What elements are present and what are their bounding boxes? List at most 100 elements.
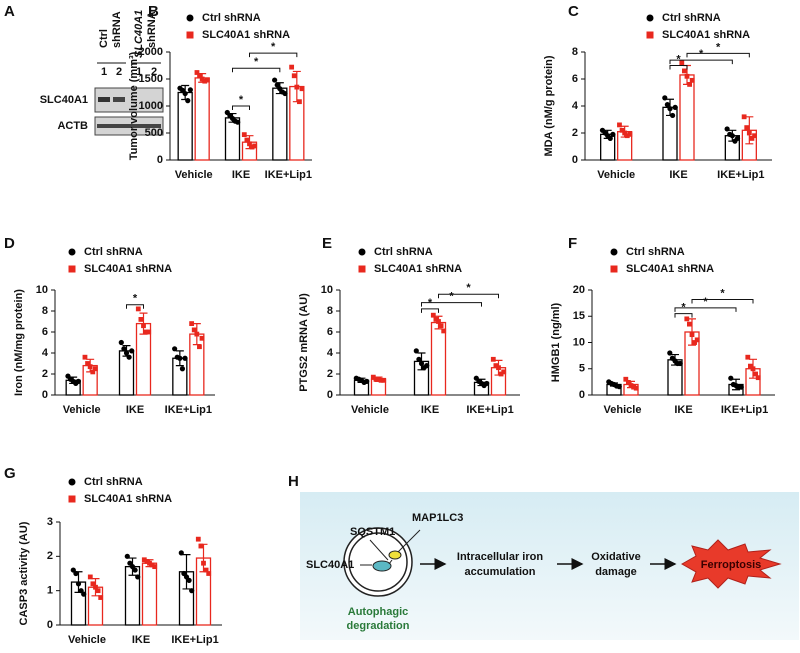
y-tick-label: 15 — [573, 310, 585, 322]
data-point — [297, 99, 302, 105]
blot-row-label: ACTB — [57, 120, 88, 132]
data-point — [93, 584, 98, 590]
x-tick-label: IKE+Lip1 — [721, 404, 768, 416]
significance-label: * — [716, 41, 721, 53]
data-point — [135, 306, 141, 312]
data-point — [755, 375, 761, 381]
diagram-label: damage — [595, 566, 637, 578]
significance-label: * — [466, 282, 471, 294]
data-point — [607, 135, 613, 141]
y-tick-label: 0 — [42, 389, 48, 401]
data-point — [185, 98, 191, 104]
data-point — [178, 550, 184, 556]
data-point — [195, 536, 201, 542]
y-tick-label: 4 — [327, 347, 334, 359]
data-point — [677, 360, 683, 367]
band — [113, 97, 125, 102]
diagram-label: accumulation — [465, 566, 536, 578]
data-point — [241, 132, 247, 138]
data-point — [189, 588, 195, 594]
data-point — [123, 350, 130, 356]
x-tick-label: IKE+Lip1 — [265, 169, 312, 181]
legend-label: Ctrl shRNA — [84, 246, 143, 258]
data-point — [201, 560, 206, 566]
y-tick-label: 0 — [157, 154, 163, 166]
data-point — [750, 366, 756, 372]
legend-label: Ctrl shRNA — [626, 246, 685, 258]
data-point — [85, 361, 90, 366]
y-tick-label: 2000 — [139, 46, 163, 58]
bar — [194, 77, 210, 161]
data-point — [692, 340, 697, 345]
data-point — [147, 560, 152, 566]
data-point — [373, 376, 379, 382]
band — [97, 124, 161, 128]
x-tick-label: IKE — [126, 404, 144, 416]
y-tick-label: 1500 — [139, 73, 163, 85]
error-bar — [688, 318, 696, 346]
data-point — [436, 319, 441, 324]
data-point — [189, 321, 195, 326]
y-axis-label: Iron (nM/mg protein) — [13, 289, 25, 396]
x-tick-label: IKE — [132, 634, 150, 646]
data-point — [684, 73, 690, 79]
data-point — [274, 82, 280, 88]
data-point — [146, 329, 152, 335]
x-tick-label: IKE+Lip1 — [466, 404, 513, 416]
significance-bracket — [674, 313, 693, 318]
y-tick-label: 10 — [321, 284, 333, 296]
data-point — [745, 354, 751, 360]
legend-marker — [610, 265, 618, 273]
map1lc3-icon — [388, 550, 402, 560]
diagram-label: Autophagic — [348, 606, 409, 618]
data-point — [662, 95, 668, 101]
data-point — [252, 143, 258, 149]
significance-bracket — [421, 302, 482, 307]
legend-marker — [186, 14, 194, 22]
error-bar — [182, 554, 191, 590]
significance-bracket — [669, 65, 688, 70]
data-point — [121, 346, 127, 352]
data-point — [498, 371, 504, 377]
data-point — [198, 543, 204, 549]
legend-marker — [68, 478, 76, 486]
data-point — [141, 323, 146, 329]
y-tick-label: 0 — [47, 619, 53, 631]
data-point — [87, 364, 93, 370]
diagram-label: Intracellular iron — [457, 551, 543, 563]
data-point — [493, 363, 499, 368]
legend-label: SLC40A1 shRNA — [374, 263, 462, 275]
x-tick-label: Vehicle — [597, 169, 635, 181]
data-point — [203, 567, 209, 573]
data-point — [619, 127, 625, 133]
y-tick-label: 5 — [579, 363, 585, 375]
significance-label: * — [254, 56, 259, 68]
data-point — [490, 356, 496, 362]
significance-bracket — [686, 52, 750, 58]
legend-marker — [186, 31, 194, 39]
y-tick-label: 0 — [327, 389, 333, 401]
data-point — [738, 384, 744, 390]
y-tick-label: 0 — [572, 154, 578, 166]
panel-letter: A — [4, 3, 15, 20]
x-tick-label: Vehicle — [68, 634, 106, 646]
significance-bracket — [691, 298, 754, 304]
significance-label: * — [703, 296, 708, 308]
data-point — [87, 574, 93, 580]
data-point — [734, 135, 741, 141]
data-point — [197, 73, 202, 79]
bar — [430, 321, 447, 396]
panel-letter: E — [322, 235, 332, 252]
y-tick-label: 20 — [573, 284, 585, 296]
bar — [177, 91, 193, 161]
y-tick-label: 3 — [47, 516, 53, 528]
lane-label: 2 — [116, 66, 122, 78]
data-point — [626, 380, 631, 385]
data-point — [194, 331, 200, 337]
data-point — [75, 581, 82, 587]
significance-label: * — [239, 94, 244, 106]
data-point — [299, 86, 305, 92]
data-point — [95, 588, 101, 594]
data-point — [628, 383, 634, 388]
x-tick-label: IKE — [421, 404, 439, 416]
